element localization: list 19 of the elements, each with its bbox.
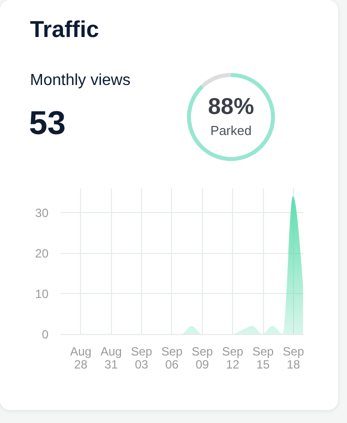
text: Monthly views xyxy=(30,72,130,90)
x-tick-label: Aug 28 xyxy=(70,344,92,372)
x-tick-label: Sep 12 xyxy=(222,344,244,372)
donut-slice xyxy=(187,73,275,161)
y-tick-label: 30 xyxy=(35,206,49,220)
x-tick-label: Sep 15 xyxy=(252,344,274,372)
x-tick-label: Sep 06 xyxy=(161,344,183,372)
text: Traffic xyxy=(30,16,100,43)
data-label: 88% xyxy=(208,93,254,119)
x-tick-label: Aug 31 xyxy=(100,344,122,372)
slice-label: Parked xyxy=(210,123,252,138)
x-tick-label: Sep 03 xyxy=(130,344,152,372)
y-tick-label: 0 xyxy=(42,328,49,342)
y-tick-label: 10 xyxy=(35,286,49,301)
text: 53 xyxy=(29,104,66,142)
donut-slice xyxy=(200,73,231,88)
x-tick-label: Sep 18 xyxy=(282,344,304,372)
y-tick-label: 20 xyxy=(35,246,49,260)
x-tick-label: Sep 09 xyxy=(192,344,214,372)
